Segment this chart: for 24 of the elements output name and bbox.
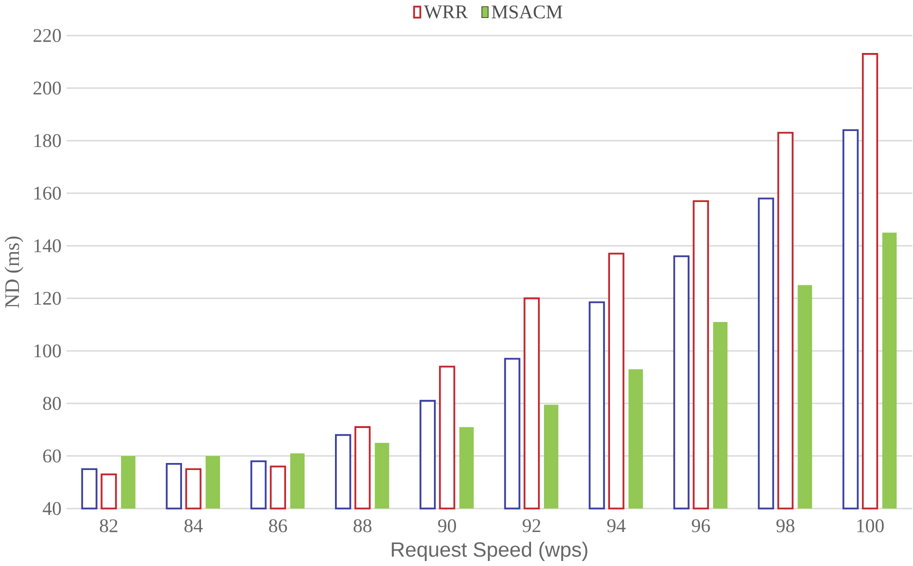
- y-tick-label: 220: [34, 29, 61, 42]
- x-tick-label: 82: [100, 520, 118, 533]
- legend-label: MSACM: [492, 6, 562, 19]
- legend-label: WRR: [424, 6, 468, 19]
- x-tick-label: 100: [857, 520, 884, 533]
- x-tick-label: 92: [522, 520, 540, 532]
- y-tick-label: 140: [34, 239, 61, 253]
- y-tick-label: 160: [34, 186, 61, 200]
- x-tick-label: 86: [269, 520, 288, 533]
- x-tick-label: 94: [607, 520, 626, 532]
- y-tick-label: 180: [34, 134, 61, 148]
- y-tick-label: 40: [42, 502, 61, 516]
- y-tick-label: 120: [34, 292, 61, 306]
- y-tick-label: 80: [43, 397, 61, 410]
- x-tick-label: 90: [438, 520, 456, 533]
- y-tick-label: 200: [34, 82, 61, 95]
- y-tick-label: 100: [34, 344, 61, 358]
- x-tick-label: 98: [776, 520, 794, 533]
- x-tick-label: 96: [692, 520, 710, 532]
- x-tick-label: 88: [354, 520, 372, 533]
- y-tick-label: 60: [43, 450, 61, 463]
- x-tick-label: 84: [184, 520, 203, 533]
- y-axis-title: ND (ms): [4, 236, 24, 308]
- x-axis-title: Request Speed (wps): [392, 542, 588, 562]
